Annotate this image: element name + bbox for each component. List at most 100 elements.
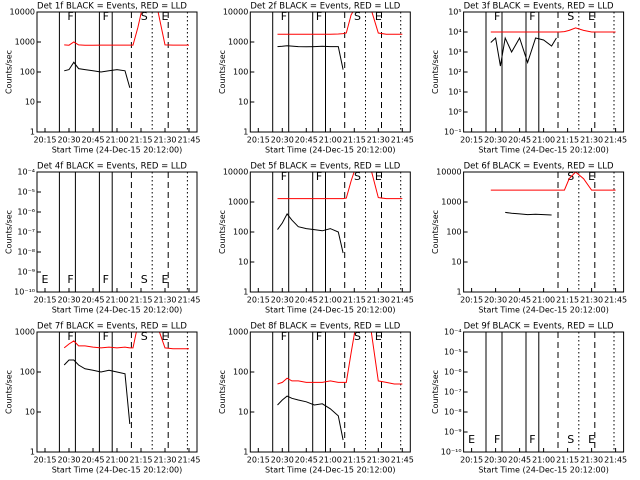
panel: Det 5f BLACK = Events, RED = LLD Start Ti… [218, 162, 414, 315]
event-label: F [67, 330, 73, 343]
y-tick-label: 10⁵ [448, 8, 461, 17]
panel: Det 1f BLACK = Events, RED = LLD Start Ti… [5, 2, 201, 155]
event-label: E [162, 330, 169, 343]
x-axis-label: Start Time (24-Dec-15 20:12:00) [265, 466, 396, 475]
y-tick-label: 10⁻⁶ [444, 368, 462, 377]
plot-frame [249, 331, 411, 453]
panel-title: Det 2f BLACK = Events, RED = LLD [250, 2, 400, 12]
event-label: F [494, 10, 500, 23]
x-axis-label: Start Time (24-Dec-15 20:12:00) [265, 146, 396, 155]
y-tick-label: 10⁰ [448, 108, 461, 117]
series-line [63, 359, 131, 425]
x-tick-label: 20:15 [33, 136, 56, 145]
x-tick-label: 20:45 [508, 296, 531, 305]
x-axis-label: Start Time (24-Dec-15 20:12:00) [52, 466, 183, 475]
x-tick-label: 21:30 [367, 296, 390, 305]
y-tick-label: 100 [446, 228, 461, 237]
y-tick-label: 1000 [15, 38, 35, 47]
y-tick-label: 10⁴ [448, 28, 461, 37]
panel: Det 8f BLACK = Events, RED = LLD Start Ti… [218, 322, 414, 475]
y-tick-label: 10⁻¹⁰ [14, 288, 35, 297]
panel-title: Det 7f BLACK = Events, RED = LLD [37, 322, 187, 332]
x-tick-label: 21:15 [129, 136, 152, 145]
x-tick-label: 20:45 [508, 136, 531, 145]
x-tick-label: 21:30 [580, 136, 603, 145]
event-label: S [141, 10, 148, 23]
y-axis-label: Counts/sec [5, 50, 14, 94]
event-label: E [375, 10, 382, 23]
x-tick-label: 20:30 [271, 296, 294, 305]
plot-frame [463, 171, 625, 293]
y-tick-label: 1 [30, 448, 35, 457]
y-tick-label: 10⁻⁵ [17, 188, 35, 197]
x-tick-label: 20:30 [57, 456, 80, 465]
y-tick-label: 1000 [228, 38, 248, 47]
event-label: E [468, 433, 475, 446]
panel: Det 2f BLACK = Events, RED = LLD Start Ti… [218, 2, 414, 155]
panel-title: Det 6f BLACK = Events, RED = LLD [464, 162, 614, 172]
x-tick-label: 21:30 [367, 136, 390, 145]
plot-frame [36, 331, 198, 453]
event-label: E [42, 273, 49, 286]
x-tick-label: 21:00 [319, 136, 342, 145]
y-axis-label: Counts/sec [431, 210, 440, 254]
y-tick-label: 1 [30, 128, 35, 137]
series-line [277, 12, 403, 35]
y-axis-label: Counts/sec [218, 210, 227, 254]
x-tick-label: 20:15 [33, 296, 56, 305]
x-tick-label: 21:30 [153, 136, 176, 145]
y-tick-label: 10⁻⁹ [17, 268, 35, 277]
event-label: E [375, 170, 382, 183]
panel: Det 6f BLACK = Events, RED = LLD Start Ti… [431, 162, 627, 315]
panel-title: Det 9f BLACK = Events, RED = LLD [464, 322, 614, 332]
x-tick-label: 21:30 [153, 456, 176, 465]
series-line [490, 172, 616, 191]
x-tick-label: 20:30 [271, 136, 294, 145]
x-tick-label: 20:45 [508, 456, 531, 465]
event-label: F [103, 10, 109, 23]
event-label: F [67, 10, 73, 23]
event-label: E [588, 10, 595, 23]
x-tick-label: 20:30 [271, 456, 294, 465]
x-tick-label: 21:00 [319, 296, 342, 305]
x-tick-label: 20:45 [295, 296, 318, 305]
y-tick-label: 1000 [228, 328, 248, 337]
series-line [277, 332, 403, 385]
y-tick-label: 100 [20, 368, 35, 377]
event-label: F [529, 433, 535, 446]
y-tick-label: 10⁻¹ [444, 128, 462, 137]
event-label: S [354, 170, 361, 183]
series-line [505, 211, 552, 216]
x-tick-label: 21:00 [105, 296, 128, 305]
y-tick-label: 1 [243, 288, 248, 297]
x-tick-label: 21:15 [343, 296, 366, 305]
x-tick-label: 20:30 [484, 456, 507, 465]
y-tick-label: 100 [233, 368, 248, 377]
y-tick-label: 10 [238, 408, 248, 417]
x-tick-label: 20:15 [247, 296, 270, 305]
series-line [277, 395, 344, 441]
y-tick-label: 10⁻⁵ [444, 348, 462, 357]
x-axis-label: Start Time (24-Dec-15 20:12:00) [52, 306, 183, 315]
event-label: E [588, 433, 595, 446]
y-tick-label: 10⁻⁴ [17, 168, 35, 177]
panel-title: Det 8f BLACK = Events, RED = LLD [250, 322, 400, 332]
x-tick-label: 21:15 [556, 456, 579, 465]
event-label: F [316, 330, 322, 343]
y-tick-label: 10000 [223, 8, 248, 17]
x-tick-label: 20:45 [81, 136, 104, 145]
plot-frame [463, 331, 625, 453]
plot-frame [36, 171, 198, 293]
x-tick-label: 21:00 [532, 456, 555, 465]
event-label: F [103, 330, 109, 343]
x-tick-label: 21:45 [177, 136, 200, 145]
x-tick-label: 21:00 [105, 136, 128, 145]
x-tick-label: 21:00 [319, 456, 342, 465]
y-tick-label: 10⁻⁸ [444, 408, 462, 417]
y-tick-label: 10 [238, 98, 248, 107]
x-axis-label: Start Time (24-Dec-15 20:12:00) [265, 306, 396, 315]
y-axis-label: Counts/sec [218, 370, 227, 414]
series-line [64, 61, 131, 88]
x-tick-label: 20:15 [33, 456, 56, 465]
y-tick-label: 10 [451, 258, 461, 267]
